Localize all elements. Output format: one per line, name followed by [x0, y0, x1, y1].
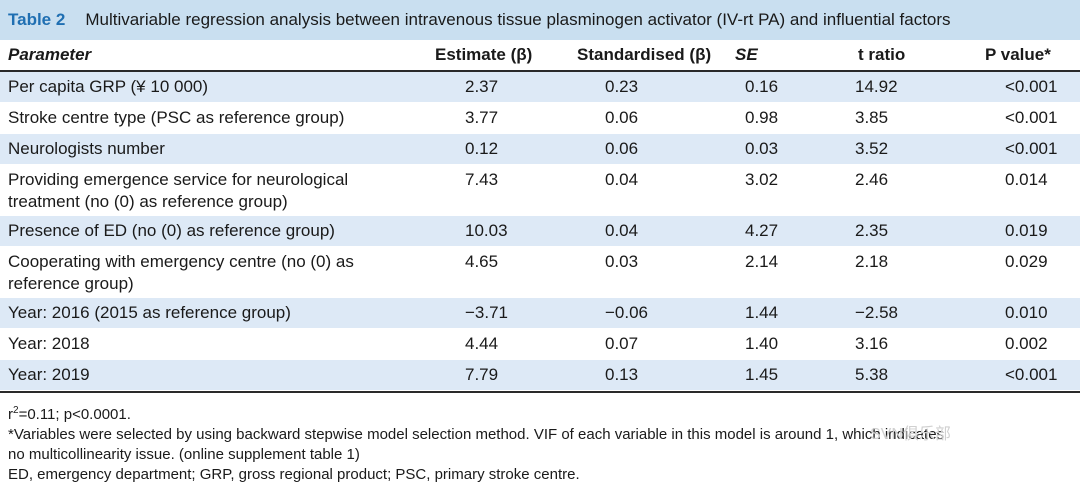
table-bottom-rule [0, 391, 1080, 393]
t-ratio-cell: 2.35 [855, 221, 889, 240]
se-cell: 1.45 [745, 365, 779, 384]
table-row: Neurologists number 0.12 0.06 0.03 3.52 … [0, 133, 1080, 165]
param-cell: Year: 2016 (2015 as reference group) [8, 303, 291, 322]
header-estimate: Estimate (β) [435, 45, 533, 64]
table-footnotes: r2=0.11; p<0.0001. *Variables were selec… [0, 393, 1080, 485]
header-se: SE [735, 45, 758, 64]
table-row: Presence of ED (no (0) as reference grou… [0, 215, 1080, 247]
header-standardised: Standardised (β) [577, 45, 712, 64]
param-cell: Year: 2019 [8, 365, 90, 384]
se-cell: 3.02 [745, 170, 779, 189]
p-value-cell: 0.019 [1005, 221, 1048, 240]
table-row: Year: 2016 (2015 as reference group) −3.… [0, 297, 1080, 329]
p-value-cell: <0.001 [1005, 139, 1058, 158]
t-ratio-cell: 2.18 [855, 252, 889, 271]
param-line-2: reference group) [8, 274, 134, 293]
param-cell: Stroke centre type (PSC as reference gro… [8, 108, 345, 127]
standardised-cell: 0.06 [605, 139, 639, 158]
table-row: Cooperating with emergency centre (no (0… [0, 247, 1080, 298]
footnote-variables-line-2: no multicollinearity issue. (online supp… [8, 446, 360, 463]
t-ratio-cell: 3.85 [855, 108, 889, 127]
estimate-cell: 7.43 [465, 170, 499, 189]
p-value-cell: <0.001 [1005, 108, 1058, 127]
param-cell: Providing emergence service for neurolog… [0, 165, 425, 216]
estimate-cell: −3.71 [465, 303, 509, 322]
t-ratio-cell: 14.92 [855, 77, 898, 96]
p-value-cell: 0.010 [1005, 303, 1048, 322]
param-line-1: Cooperating with emergency centre (no (0… [8, 252, 354, 271]
table-title-bar: Table 2 Multivariable regression analysi… [0, 0, 1080, 40]
standardised-cell: 0.23 [605, 77, 639, 96]
r2-superscript: 2 [13, 405, 19, 416]
se-cell: 0.16 [745, 77, 779, 96]
footnote-r2: r2=0.11; p<0.0001. [8, 401, 1072, 425]
se-cell: 4.27 [745, 221, 779, 240]
p-value-cell: 0.014 [1005, 170, 1048, 189]
header-p-value: P value* [985, 45, 1051, 64]
header-parameter: Parameter [8, 45, 92, 64]
estimate-cell: 4.44 [465, 334, 499, 353]
t-ratio-cell: 3.52 [855, 139, 889, 158]
regression-table: Parameter Estimate (β) Standardised (β) … [0, 40, 1080, 391]
estimate-cell: 4.65 [465, 252, 499, 271]
table-header-row: Parameter Estimate (β) Standardised (β) … [0, 40, 1080, 71]
se-cell: 1.40 [745, 334, 779, 353]
p-value-cell: <0.001 [1005, 77, 1058, 96]
t-ratio-cell: 5.38 [855, 365, 889, 384]
estimate-cell: 0.12 [465, 139, 499, 158]
p-value-cell: 0.029 [1005, 252, 1048, 271]
param-line-2: treatment (no (0) as reference group) [8, 192, 288, 211]
table-row: Providing emergence service for neurolog… [0, 165, 1080, 216]
se-cell: 2.14 [745, 252, 779, 271]
param-line-1: Providing emergence service for neurolog… [8, 170, 349, 189]
table-row: Per capita GRP (¥ 10 000) 2.37 0.23 0.16… [0, 71, 1080, 103]
standardised-cell: 0.04 [605, 170, 639, 189]
r2-rest: =0.11; p<0.0001. [18, 406, 131, 423]
param-cell: Neurologists number [8, 139, 165, 158]
se-cell: 0.98 [745, 108, 779, 127]
table-row: Year: 2018 4.44 0.07 1.40 3.16 0.002 [0, 329, 1080, 360]
t-ratio-cell: −2.58 [855, 303, 899, 322]
estimate-cell: 10.03 [465, 221, 508, 240]
standardised-cell: 0.13 [605, 365, 639, 384]
t-ratio-cell: 2.46 [855, 170, 889, 189]
table-caption: Multivariable regression analysis betwee… [85, 10, 951, 29]
standardised-cell: 0.04 [605, 221, 639, 240]
param-cell: Per capita GRP (¥ 10 000) [8, 77, 209, 96]
t-ratio-cell: 3.16 [855, 334, 889, 353]
p-value-cell: <0.001 [1005, 365, 1058, 384]
table-number-label: Table 2 [8, 10, 66, 29]
table-row: Stroke centre type (PSC as reference gro… [0, 103, 1080, 134]
header-t-ratio: t ratio [858, 45, 906, 64]
param-cell: Presence of ED (no (0) as reference grou… [8, 221, 335, 240]
watermark: SVN俱乐部 [870, 426, 951, 443]
estimate-cell: 2.37 [465, 77, 499, 96]
standardised-cell: 0.03 [605, 252, 639, 271]
standardised-cell: 0.07 [605, 334, 639, 353]
param-cell: Cooperating with emergency centre (no (0… [0, 247, 425, 298]
se-cell: 0.03 [745, 139, 779, 158]
p-value-cell: 0.002 [1005, 334, 1048, 353]
table-row: Year: 2019 7.79 0.13 1.45 5.38 <0.001 [0, 359, 1080, 391]
footnote-variables-line-1: *Variables were selected by using backwa… [8, 426, 945, 443]
param-cell: Year: 2018 [8, 334, 90, 353]
standardised-cell: 0.06 [605, 108, 639, 127]
estimate-cell: 7.79 [465, 365, 499, 384]
r2-prefix: r [8, 406, 13, 423]
se-cell: 1.44 [745, 303, 779, 322]
estimate-cell: 3.77 [465, 108, 499, 127]
footnote-abbreviations: ED, emergency department; GRP, gross reg… [8, 466, 580, 483]
standardised-cell: −0.06 [605, 303, 649, 322]
